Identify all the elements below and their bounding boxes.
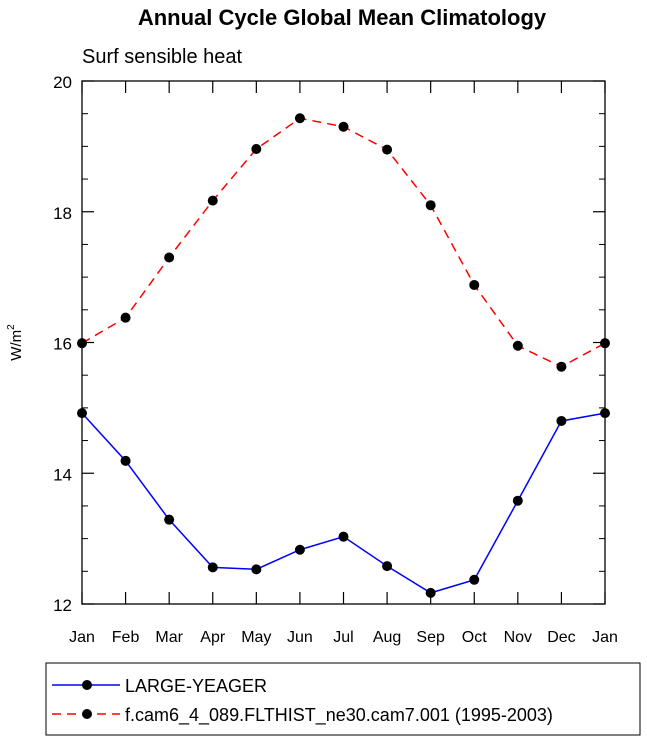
x-tick-label: Jan xyxy=(592,629,618,646)
data-point xyxy=(338,531,349,542)
series-line xyxy=(81,412,606,594)
data-point xyxy=(512,340,523,351)
data-point xyxy=(512,495,523,506)
chart-subtitle: Surf sensible heat xyxy=(82,46,243,68)
series-1 xyxy=(77,408,610,598)
y-axis-label-text: W/m2 xyxy=(6,324,25,361)
data-point xyxy=(164,252,175,263)
data-point xyxy=(207,562,218,573)
series-layer xyxy=(77,113,610,598)
legend-swatch-marker xyxy=(82,709,92,719)
y-tick-label: 20 xyxy=(53,73,72,92)
legend-box xyxy=(45,662,641,736)
y-tick-label: 16 xyxy=(53,335,72,354)
data-point xyxy=(77,408,87,419)
y-tick-label: 12 xyxy=(53,596,72,615)
data-point xyxy=(120,312,131,323)
x-tick-label: Feb xyxy=(112,629,140,646)
legend-label: LARGE-YEAGER xyxy=(125,676,267,696)
data-point xyxy=(338,121,349,132)
x-tick-label: Jul xyxy=(333,629,353,646)
legend: LARGE-YEAGER f.cam6_4_089.FLTHIST_ne30.ca… xyxy=(45,662,641,736)
data-point xyxy=(469,279,480,290)
data-point xyxy=(207,195,218,206)
x-tick-label: May xyxy=(241,629,271,646)
x-tick-label: Sep xyxy=(416,629,445,646)
y-tick-label: 14 xyxy=(53,465,72,484)
x-tick-label: Jun xyxy=(287,629,313,646)
x-tick-label: Jan xyxy=(69,629,95,646)
plot-area-frame xyxy=(81,80,606,605)
data-point xyxy=(469,574,480,585)
series-2 xyxy=(77,113,610,372)
data-point xyxy=(425,200,436,211)
y-tick-label: 18 xyxy=(53,204,72,223)
data-point xyxy=(382,561,393,572)
data-point xyxy=(294,544,305,555)
y-axis-label-base: W/m xyxy=(8,330,25,361)
x-tick-label: Nov xyxy=(504,629,532,646)
data-point xyxy=(120,455,131,466)
y-axis-label: W/m2 xyxy=(6,324,25,361)
data-point xyxy=(425,587,436,598)
legend-swatch-marker xyxy=(82,680,92,690)
data-point xyxy=(77,338,87,349)
legend-label: f.cam6_4_089.FLTHIST_ne30.cam7.001 (1995… xyxy=(125,705,553,726)
x-tick-label: Aug xyxy=(373,629,401,646)
data-point xyxy=(556,361,567,372)
x-tick-label: Mar xyxy=(155,629,183,646)
data-point xyxy=(294,113,305,124)
data-point xyxy=(556,415,567,426)
data-point xyxy=(382,144,393,155)
x-tick-label: Apr xyxy=(200,629,226,646)
data-point xyxy=(251,143,262,154)
data-point xyxy=(600,408,610,419)
axis-ticks: 12 14 16 18 20 Jan Feb Mar Apr May Jun Jul Aug Sep Oct… xyxy=(53,73,618,646)
data-point xyxy=(600,338,610,349)
y-axis-label-superscript: 2 xyxy=(6,324,17,330)
data-point xyxy=(251,564,262,575)
x-tick-label: Dec xyxy=(547,629,575,646)
series-line xyxy=(81,117,606,368)
chart-title: Annual Cycle Global Mean Climatology xyxy=(138,5,547,30)
data-point xyxy=(164,514,175,525)
x-tick-label: Oct xyxy=(462,629,487,646)
